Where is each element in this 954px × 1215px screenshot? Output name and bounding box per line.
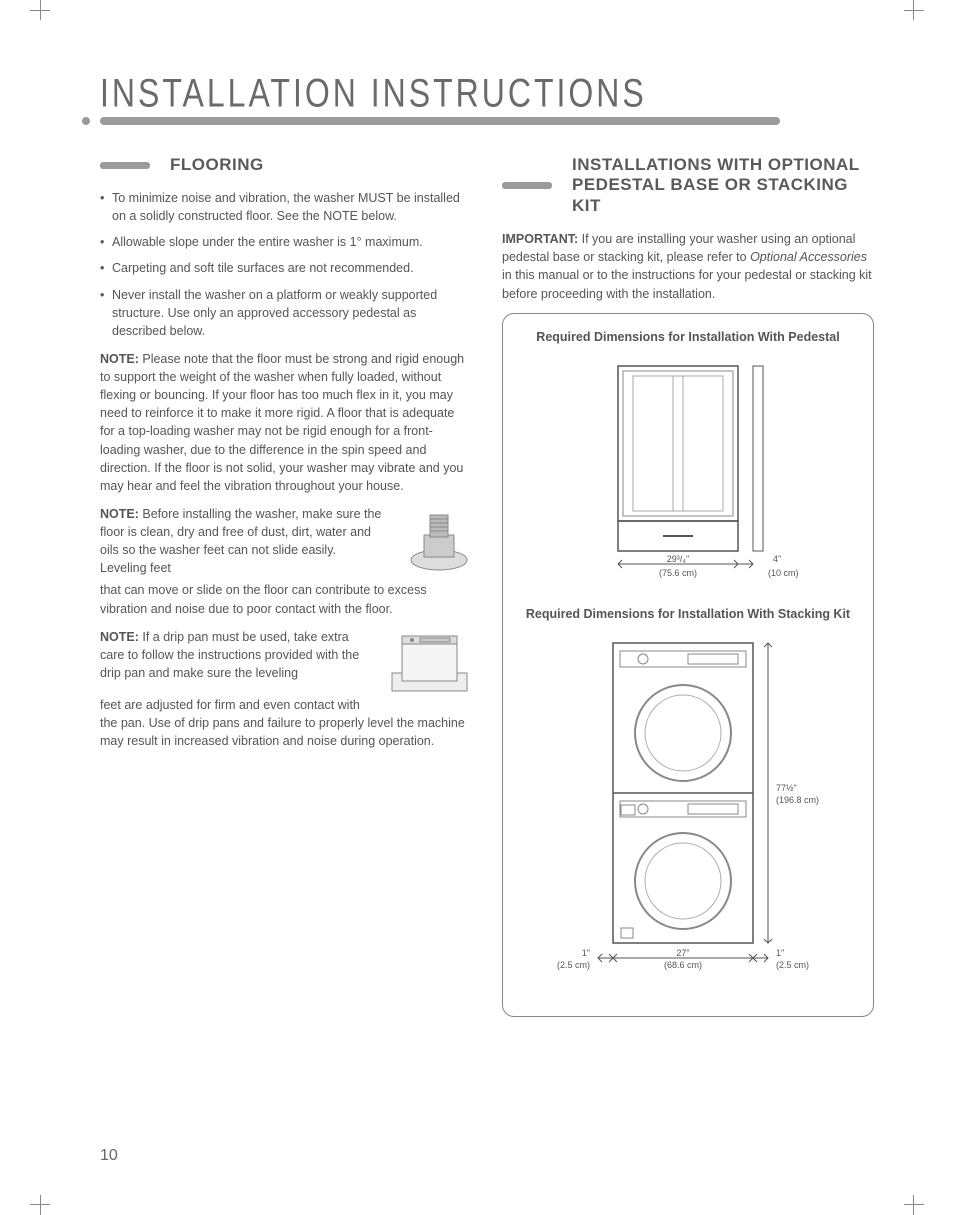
note3a-text: If a drip pan must be used, take extra c… [100,630,359,680]
crop-mark-tr [894,10,914,30]
pedestal-body: IMPORTANT: If you are installing your wa… [502,230,874,1017]
crop-mark-bl [40,1185,60,1205]
box1-gap-in: 4" [773,554,781,564]
box1-gap-cm: (10 cm) [768,568,799,578]
bullet-item: Carpeting and soft tile surfaces are not… [100,259,472,277]
box2-right-in: 1" [776,948,784,958]
note2-para-b: that can move or slide on the floor can … [100,581,472,617]
note-label: NOTE: [100,630,139,644]
pedestal-svg: 29³/₄" (75.6 cm) 4" (10 cm) [558,356,818,586]
stacking-svg: 77½" (196.8 cm) 1" (2.5 cm) 27" (68.6 cm… [538,633,838,993]
note2a-text: Before installing the washer, make sure … [100,507,381,575]
box2-width-in: 27" [676,948,689,958]
dimensions-box: Required Dimensions for Installation Wit… [502,313,874,1018]
flooring-heading: FLOORING [170,155,264,175]
box1-title: Required Dimensions for Installation Wit… [513,328,863,346]
note3-block: NOTE: If a drip pan must be used, take e… [100,628,472,702]
note2-block: NOTE: Before installing the washer, make… [100,505,472,588]
heading-bar-icon [502,182,552,189]
left-column: FLOORING To minimize noise and vibration… [100,155,472,1017]
note1-text: Please note that the floor must be stron… [100,352,464,493]
flooring-body: To minimize noise and vibration, the was… [100,189,472,750]
pedestal-heading-row: INSTALLATIONS WITH OPTIONAL PEDESTAL BAS… [562,155,874,216]
box2-width-cm: (68.6 cm) [664,960,702,970]
right-column: INSTALLATIONS WITH OPTIONAL PEDESTAL BAS… [502,155,874,1017]
important-italic: Optional Accessories [750,250,867,264]
box2-height-cm: (196.8 cm) [776,795,819,805]
important-para: IMPORTANT: If you are installing your wa… [502,230,874,303]
note1-para: NOTE: Please note that the floor must be… [100,350,472,495]
important-b: in this manual or to the instructions fo… [502,268,872,300]
box2-height-in: 77½" [776,783,797,793]
flooring-heading-row: FLOORING [160,155,472,175]
box2-left-in: 1" [582,948,590,958]
box2-left-cm: (2.5 cm) [557,960,590,970]
page-title: INSTALLATION INSTRUCTIONS [100,70,874,116]
note-label: NOTE: [100,352,139,366]
bullet-item: Never install the washer on a platform o… [100,286,472,340]
note3-para-b: feet are adjusted for firm and even cont… [100,696,472,750]
flooring-bullets: To minimize noise and vibration, the was… [100,189,472,340]
bullet-item: Allowable slope under the entire washer … [100,233,472,251]
page-number: 10 [100,1147,118,1165]
crop-mark-tl [40,10,60,30]
bullet-item: To minimize noise and vibration, the was… [100,189,472,225]
title-underline-bar [100,117,780,125]
crop-mark-br [894,1185,914,1205]
box2-title: Required Dimensions for Installation Wit… [513,605,863,623]
pedestal-diagram: 29³/₄" (75.6 cm) 4" (10 cm) [513,356,863,591]
box1-width-cm: (75.6 cm) [659,568,697,578]
leveling-foot-icon [394,505,472,575]
stacking-diagram: 77½" (196.8 cm) 1" (2.5 cm) 27" (68.6 cm… [513,633,863,998]
pedestal-heading: INSTALLATIONS WITH OPTIONAL PEDESTAL BAS… [572,155,874,216]
columns-wrap: FLOORING To minimize noise and vibration… [100,155,874,1017]
box1-width-in: 29³/₄" [667,554,689,564]
drip-pan-icon [382,628,472,698]
note-label: NOTE: [100,507,139,521]
heading-bar-icon [100,162,150,169]
box2-right-cm: (2.5 cm) [776,960,809,970]
important-label: IMPORTANT: [502,232,578,246]
